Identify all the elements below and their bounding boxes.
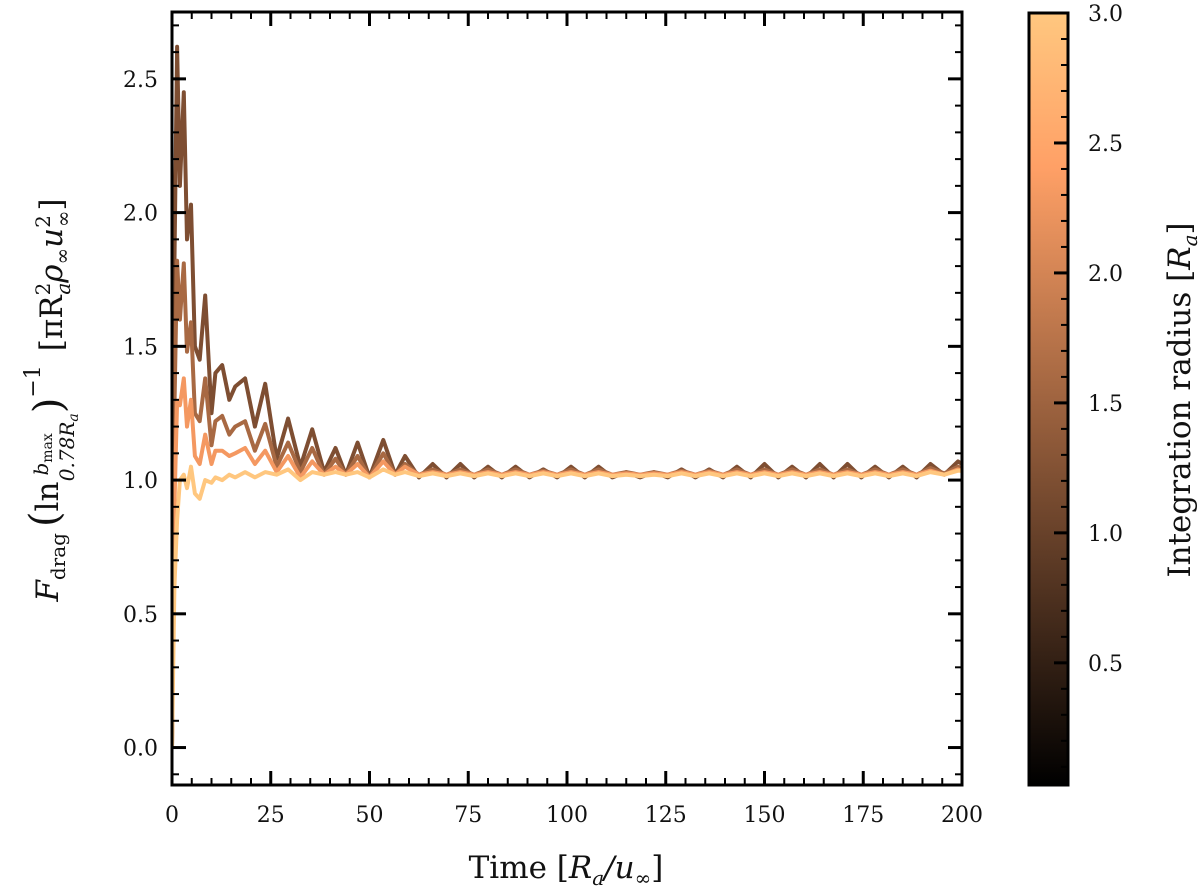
colorbar-tick-label: 3.0 xyxy=(1088,2,1123,27)
colorbar-tick-label: 2.5 xyxy=(1088,132,1123,157)
x-tick-label: 0 xyxy=(165,803,179,828)
y-tick-label: 1.0 xyxy=(123,469,158,494)
colorbar-tick-label: 0.5 xyxy=(1088,652,1123,677)
x-tick-label: 150 xyxy=(744,803,786,828)
x-tick-label: 200 xyxy=(941,803,983,828)
y-tick-label: 2.5 xyxy=(123,68,158,93)
colorbar-tick-label: 1.0 xyxy=(1088,522,1123,547)
series-line-radius-1.2 xyxy=(172,44,962,748)
y-tick-label: 2.0 xyxy=(123,202,158,227)
x-axis-label: Time [Ra/u∞] xyxy=(469,850,664,890)
colorbar xyxy=(1027,11,1070,787)
y-tick-label: 0.5 xyxy=(123,603,158,628)
x-tick-label: 125 xyxy=(645,803,687,828)
x-tick-label: 100 xyxy=(546,803,588,828)
x-tick-label: 25 xyxy=(257,803,285,828)
axis-tick-labels: 0 25 50 75 100 125 150 175 200 0.0 0.5 1.0 1.5 2.0 2.5 xyxy=(123,68,983,828)
y-tick-label: 0.0 xyxy=(123,737,158,762)
colorbar-tick-label: 1.5 xyxy=(1088,392,1123,417)
colorbar-label: Integration radius [Ra] xyxy=(1162,222,1200,577)
colorbar-ticks: 0.5 1.0 1.5 2.0 2.5 3.0 xyxy=(1054,2,1123,768)
series-layer xyxy=(172,44,962,748)
x-tick-label: 75 xyxy=(454,803,482,828)
series-line-radius-1.6 xyxy=(172,258,962,748)
y-tick-label: 1.5 xyxy=(123,335,158,360)
axis-ticks xyxy=(170,12,964,785)
y-axis-label: Fdrag(lnbmax0.78Ra)−1[πR2aρ∞u2∞] xyxy=(21,198,82,602)
colorbar-tick-label: 2.0 xyxy=(1088,262,1123,287)
plot-frame xyxy=(170,10,964,787)
x-tick-label: 175 xyxy=(842,803,884,828)
x-tick-label: 50 xyxy=(356,803,384,828)
series-line-radius-3 xyxy=(172,464,962,748)
